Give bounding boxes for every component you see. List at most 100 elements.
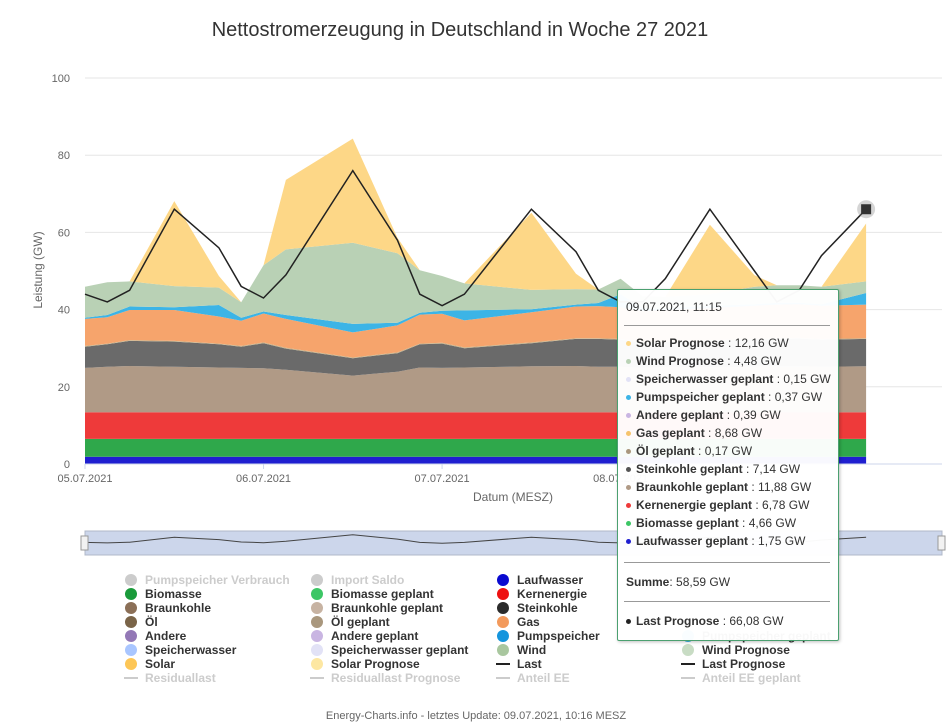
y-tick-label: 40 xyxy=(58,305,70,317)
legend-item[interactable]: Import Saldo xyxy=(311,573,404,587)
legend-item[interactable]: Andere xyxy=(125,629,187,643)
legend-label: Steinkohle xyxy=(517,601,578,615)
tooltip-dot xyxy=(626,395,631,401)
x-tick-label: 07.07.2021 xyxy=(415,473,470,485)
tooltip-dot xyxy=(626,539,631,545)
legend-item[interactable]: Solar Prognose xyxy=(311,657,420,671)
tooltip-separator xyxy=(624,601,830,602)
legend-symbol xyxy=(311,588,323,600)
legend-item[interactable]: Gas xyxy=(497,615,540,629)
navigator-handle-left[interactable] xyxy=(80,535,89,551)
legend-label: Last xyxy=(517,657,542,671)
legend-item[interactable]: Speicherwasser xyxy=(125,643,237,657)
tooltip-row-value: 1,75 GW xyxy=(758,534,806,548)
legend-label: Braunkohle geplant xyxy=(331,601,443,615)
series-line-last[interactable] xyxy=(84,169,867,307)
legend-symbol xyxy=(125,630,137,642)
tooltip-row-name: Gas geplant xyxy=(636,426,705,440)
hover-markers xyxy=(857,200,876,219)
tooltip-row-value: 4,48 GW xyxy=(733,354,782,368)
legend-item[interactable]: Öl geplant xyxy=(311,614,390,629)
legend-item[interactable]: Kernenergie xyxy=(497,587,587,601)
y-axis-title: Leistung (GW) xyxy=(31,231,45,308)
tooltip-dot xyxy=(626,485,631,491)
legend-item[interactable]: Last Prognose xyxy=(681,657,786,671)
tooltip-row-value: 12,16 GW xyxy=(734,336,789,350)
legend-item[interactable]: Braunkohle geplant xyxy=(311,601,443,615)
tooltip-row-value: 7,14 GW xyxy=(752,462,801,476)
legend-item[interactable]: Pumpspeicher Verbrauch xyxy=(125,573,290,587)
tooltip-row-value: 0,39 GW xyxy=(733,408,781,422)
tooltip-last-prognose: Last Prognose : 66,08 GW xyxy=(626,614,783,628)
legend-label: Pumpspeicher Verbrauch xyxy=(145,573,290,587)
tooltip-row-name: Speicherwasser geplant xyxy=(636,372,774,386)
legend-item[interactable]: Öl xyxy=(125,614,158,629)
tooltip-dot xyxy=(626,377,631,383)
legend-symbol xyxy=(125,616,137,628)
tooltip-row-value: 6,78 GW xyxy=(762,498,810,512)
tooltip-row: Laufwasser geplant : 1,75 GW xyxy=(626,534,805,548)
legend-label: Kernenergie xyxy=(517,587,587,601)
tooltip-row-value: 0,15 GW xyxy=(783,372,831,386)
legend-symbol xyxy=(125,644,137,656)
tooltip-row: Andere geplant : 0,39 GW xyxy=(626,408,781,422)
legend-symbol xyxy=(311,644,323,656)
legend-label: Solar xyxy=(145,657,175,671)
legend-label: Anteil EE geplant xyxy=(702,671,801,685)
tooltip-separator xyxy=(624,562,830,563)
legend-item[interactable]: Last xyxy=(496,657,542,671)
legend-item[interactable]: Residuallast Prognose xyxy=(310,671,461,685)
legend-item[interactable]: Braunkohle xyxy=(125,601,211,615)
tooltip-row: Biomasse geplant : 4,66 GW xyxy=(626,516,796,530)
legend-item[interactable]: Pumpspeicher xyxy=(497,629,600,643)
legend-item[interactable]: Speicherwasser geplant xyxy=(311,643,468,657)
tooltip-dot xyxy=(626,341,631,347)
legend-label: Speicherwasser geplant xyxy=(331,643,468,657)
tooltip-row-name: Andere geplant xyxy=(636,408,724,422)
tooltip-separator xyxy=(624,325,830,326)
legend-label: Wind Prognose xyxy=(702,643,790,657)
legend-item[interactable]: Anteil EE geplant xyxy=(681,671,801,685)
legend-item[interactable]: Solar xyxy=(125,657,175,671)
legend-item[interactable]: Laufwasser xyxy=(497,573,583,587)
legend-item[interactable]: Biomasse xyxy=(125,587,202,601)
legend-label: Pumpspeicher xyxy=(517,629,600,643)
y-tick-label: 0 xyxy=(64,459,70,471)
footer: Energy-Charts.info - letztes Update: 09.… xyxy=(325,710,627,722)
legend-symbol xyxy=(125,574,137,586)
area-pumpspeicher[interactable] xyxy=(85,293,867,333)
legend-symbol xyxy=(497,588,509,600)
legend-symbol xyxy=(125,602,137,614)
legend-symbol xyxy=(311,602,323,614)
tooltip-row-value: 8,68 GW xyxy=(714,426,763,440)
legend-item[interactable]: Andere geplant xyxy=(311,629,418,643)
legend-item[interactable]: Residuallast xyxy=(124,671,216,685)
hover-marker xyxy=(861,204,872,215)
legend-label: Solar Prognose xyxy=(331,657,420,671)
tooltip-row: Gas geplant : 8,68 GW xyxy=(626,426,762,440)
legend-label: Andere geplant xyxy=(331,629,418,643)
legend-item[interactable]: Wind xyxy=(497,643,546,657)
tooltip-dot xyxy=(626,431,631,437)
legend-label: Biomasse xyxy=(145,587,202,601)
legend-label: Import Saldo xyxy=(331,573,404,587)
tooltip-row-name: Solar Prognose xyxy=(636,336,725,350)
legend-label: Gas xyxy=(517,615,540,629)
tooltip-row: Öl geplant : 0,17 GW xyxy=(626,444,752,458)
tooltip-dot xyxy=(626,359,631,365)
legend-item[interactable]: Biomasse geplant xyxy=(311,587,434,601)
area-solar[interactable] xyxy=(85,138,867,303)
tooltip-row: Pumpspeicher geplant : 0,37 GW xyxy=(626,390,822,404)
tooltip-row-name: Öl geplant xyxy=(636,444,695,458)
navigator-handle-right[interactable] xyxy=(937,535,946,551)
y-tick-label: 60 xyxy=(58,227,70,239)
tooltip-header: 09.07.2021, 11:15 xyxy=(626,300,722,314)
legend-item[interactable]: Anteil EE xyxy=(496,671,570,685)
tooltip-row-name: Wind Prognose xyxy=(636,354,724,368)
tooltip: 09.07.2021, 11:15 Solar Prognose : 12,16… xyxy=(617,289,839,641)
tooltip-row-value: 0,37 GW xyxy=(774,390,823,404)
legend-item[interactable]: Steinkohle xyxy=(497,601,578,615)
tooltip-dot xyxy=(626,467,631,473)
legend-item[interactable]: Wind Prognose xyxy=(682,643,790,657)
load-line[interactable] xyxy=(84,169,867,307)
